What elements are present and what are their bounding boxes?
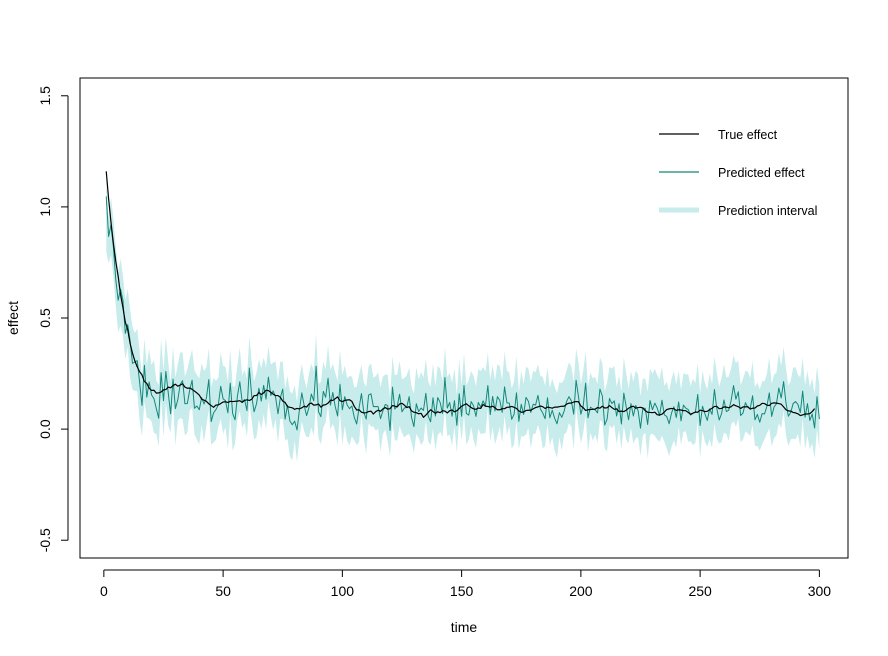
y-axis-label: effect — [5, 301, 21, 335]
y-tick-label: 0.5 — [37, 308, 53, 328]
x-axis-label: time — [451, 619, 478, 635]
y-tick-label: 0.0 — [37, 419, 53, 439]
legend-label-prediction-interval: Prediction interval — [718, 204, 817, 218]
x-tick-label: 100 — [331, 583, 355, 599]
plot-frame — [79, 77, 849, 559]
y-tick-label: -0.5 — [37, 528, 53, 552]
interval-layer — [106, 179, 820, 462]
x-tick-label: 200 — [569, 583, 593, 599]
legend-label-predicted-effect: Predicted effect — [718, 166, 805, 180]
legend: True effect Predicted effect Prediction … — [659, 128, 817, 218]
x-tick-label: 250 — [688, 583, 712, 599]
x-axis: 0 50 100 150 200 250 300 — [100, 569, 832, 599]
x-tick-label: 0 — [100, 583, 108, 599]
legend-label-true-effect: True effect — [718, 128, 778, 142]
prediction-interval-band — [106, 179, 820, 462]
y-tick-label: 1.0 — [37, 197, 53, 217]
lines-layer — [105, 171, 820, 431]
x-tick-label: 150 — [450, 583, 474, 599]
predicted-effect-line — [105, 196, 820, 431]
x-tick-label: 50 — [215, 583, 231, 599]
x-tick-label: 300 — [808, 583, 832, 599]
y-tick-label: 1.5 — [37, 86, 53, 106]
y-axis: -0.5 0.0 0.5 1.0 1.5 — [37, 86, 69, 552]
true-effect-line — [105, 171, 816, 418]
